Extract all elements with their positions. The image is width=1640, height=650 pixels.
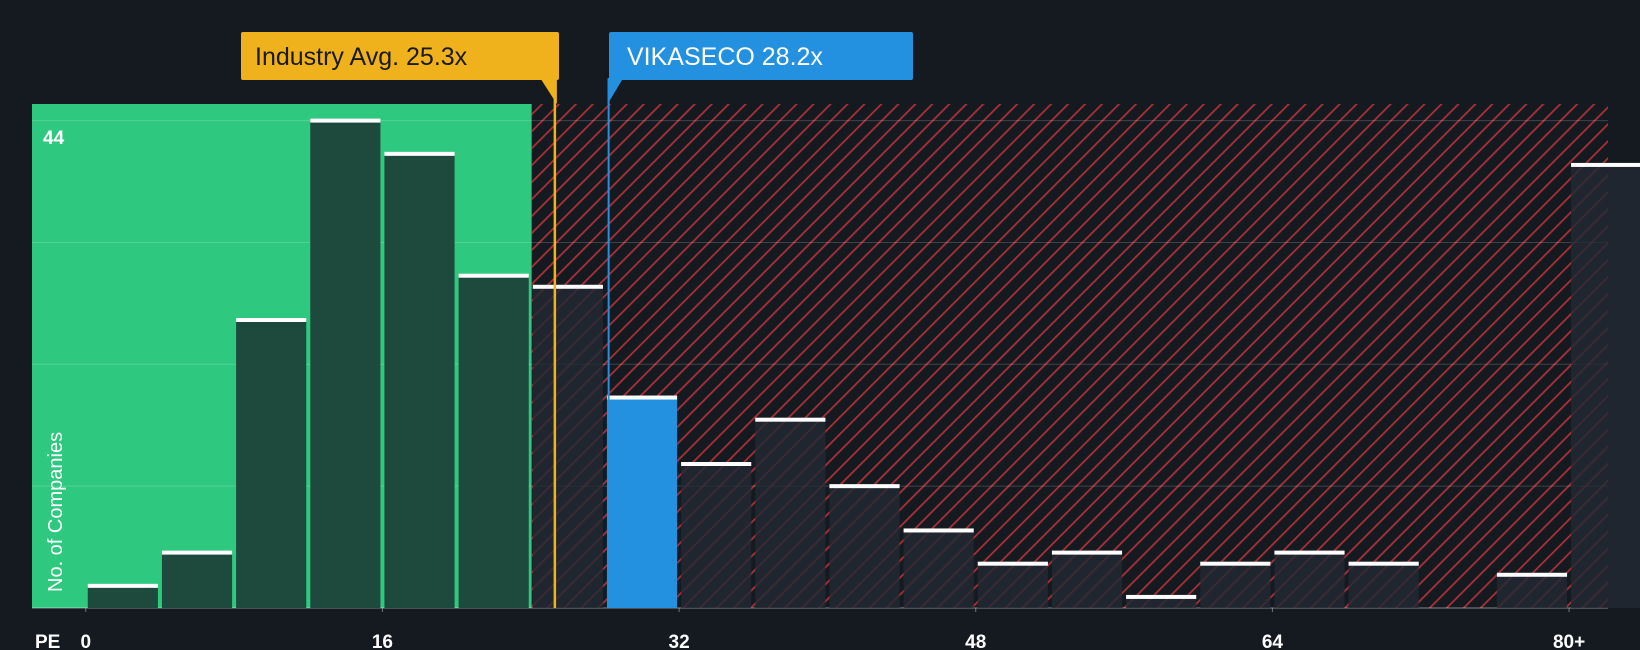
histogram-bar-cap [1200,561,1271,566]
x-tick-label: 32 [669,632,690,650]
histogram-bar [458,275,529,608]
histogram-bar-cap [755,417,826,422]
histogram-bar-cap [977,561,1048,566]
histogram-bar [161,552,233,608]
industry-average-pointer [540,79,557,104]
histogram-bar [1496,574,1568,608]
company-pe-pointer [607,79,623,104]
x-tick-label: 0 [80,632,91,650]
company-pe-box [609,32,913,80]
histogram-bar-cap [384,151,455,156]
histogram-bar [310,120,381,608]
histogram-bar [1051,552,1123,608]
x-tick-label: 80+ [1553,632,1585,650]
histogram-bar-cap [161,550,233,555]
histogram-bar [681,464,752,608]
histogram-bar-cap [87,583,158,588]
histogram-bar-cap [1571,162,1640,167]
company-pe-label: VIKASECO 28.2x [627,43,823,71]
histogram-bar-cap [1274,550,1345,555]
histogram-bar [1126,596,1197,608]
histogram-bar [1200,563,1271,608]
x-axis-ticks: 0 16 32 48 64 80+ [80,608,1585,650]
histogram-bar [829,486,900,608]
industry-average-callout: Industry Avg. 25.3x [241,32,559,104]
histogram-bar [236,320,307,608]
histogram-bars [87,118,1640,608]
histogram-bar-cap [903,528,974,533]
industry-average-label: Industry Avg. 25.3x [255,43,468,71]
histogram-bar-cap [310,118,381,123]
histogram-bar-cap [532,284,603,289]
histogram-bar-cap [829,484,900,489]
x-tick-label: 48 [965,632,986,650]
histogram-bar [532,286,603,608]
value-markers [553,78,610,608]
histogram-bar [87,585,158,608]
histogram-bar-cap [1126,594,1197,599]
histogram-bar-cap [1496,572,1568,577]
histogram-bar-cap [1348,561,1419,566]
x-tick-label: 64 [1262,632,1284,650]
x-axis-label: PE [35,632,60,650]
histogram-bar-cap [681,462,752,466]
histogram-bar-cap [606,395,678,400]
y-axis-label: No. of Companies [45,432,67,592]
histogram-bar [977,563,1048,608]
histogram-bar [606,397,678,608]
y-tick-label: 44 [43,128,65,149]
histogram-bar [384,153,455,608]
histogram-bar [1348,563,1419,608]
histogram-bar-cap [458,273,529,278]
histogram-bar-cap [1051,550,1123,555]
histogram-bar [903,530,974,608]
x-tick-label: 16 [372,632,393,650]
histogram-bar [755,419,826,608]
company-callout: VIKASECO 28.2x [607,32,913,104]
histogram-bar [1274,552,1345,608]
histogram-bar-cap [236,318,307,322]
histogram-bar [1571,164,1640,608]
industry-average-box [241,32,559,80]
